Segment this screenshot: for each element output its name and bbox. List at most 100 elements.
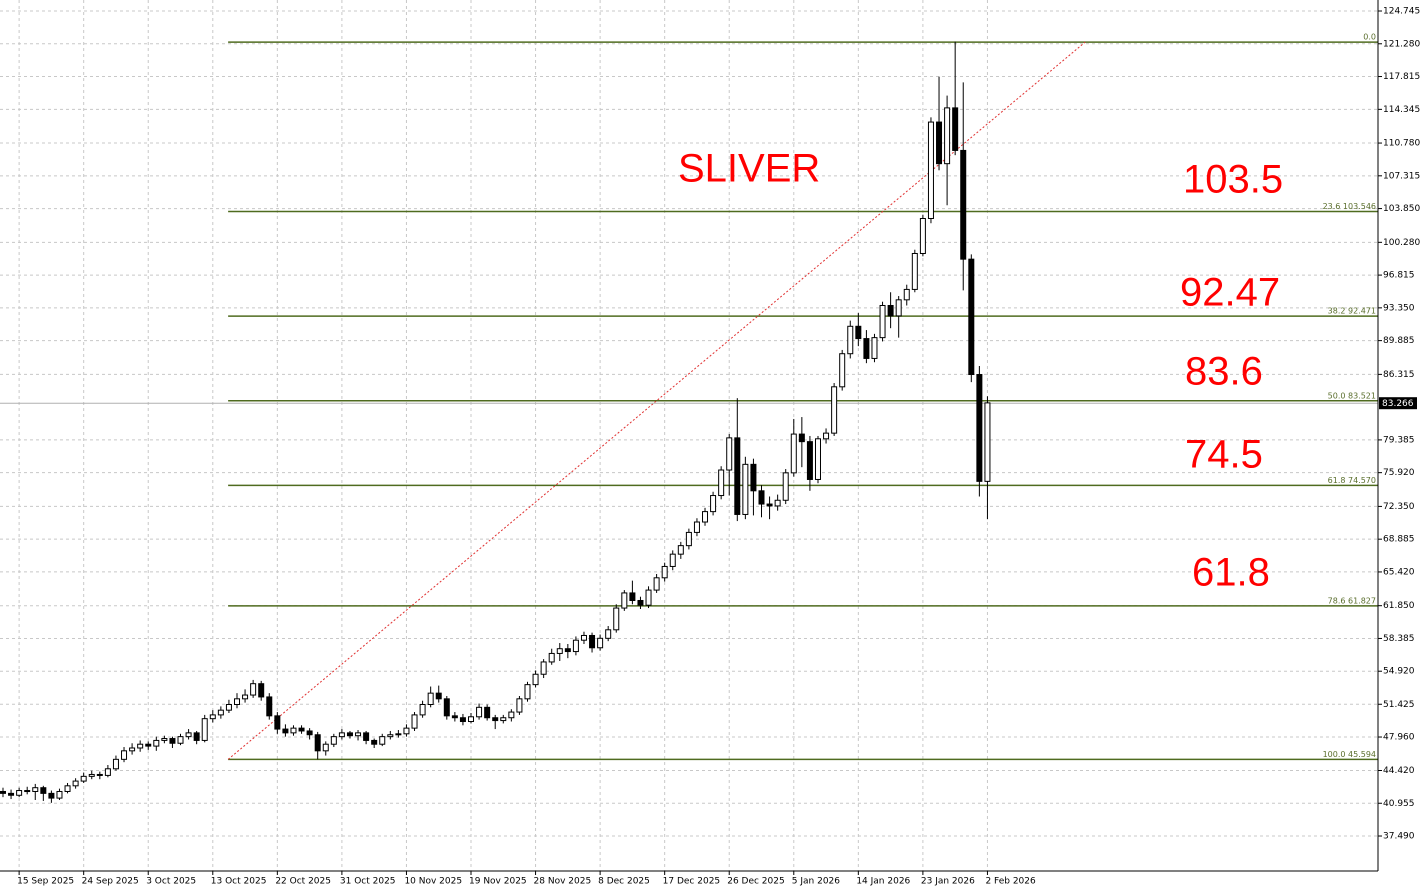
candle-body [944,107,951,165]
candle-body [927,121,934,220]
y-tick-label: 51.425 [1383,700,1415,710]
candle-body [911,252,918,290]
candle-body [379,736,386,745]
y-tick-label: 44.420 [1383,766,1415,776]
candle-body [572,639,579,653]
x-tick-label: 13 Oct 2025 [211,877,267,887]
candle-body [556,648,563,654]
candle-body [790,433,797,474]
y-tick-label: 100.280 [1383,238,1420,248]
y-tick-label: 68.885 [1383,535,1415,545]
candle-body [613,607,620,631]
candle-body [798,433,805,443]
x-tick-label: 10 Nov 2025 [404,877,462,887]
annotation: 103.5 [1183,158,1283,202]
candle-body [48,792,55,799]
y-tick-label: 61.850 [1383,601,1415,611]
fib-label: 78.6 61.827 [1328,596,1376,605]
candle-body [371,739,378,745]
candle-body [605,629,612,639]
candle-body [564,648,571,653]
candle-body [258,683,265,698]
y-tick-label: 96.815 [1383,271,1415,281]
candle-body [621,592,628,609]
candle-body [855,325,862,340]
candles [0,41,991,803]
candle-body [129,747,136,752]
candle-body [64,785,71,792]
candle-body [72,780,79,787]
candle-body [548,652,555,663]
candle-body [290,727,297,734]
candle-body [879,304,886,339]
candle-body [242,694,249,700]
candle-body [435,692,442,700]
candle-body [395,733,402,736]
y-tick-label: 65.420 [1383,567,1415,577]
candle-body [24,790,31,793]
x-tick-label: 17 Dec 2025 [663,877,721,887]
candle-body [742,463,749,515]
candle-body [887,304,894,317]
candle-body [161,738,168,741]
candle-body [629,592,636,601]
fib-label: 100.0 45.594 [1323,750,1376,759]
candle-body [750,463,757,492]
candle-body [355,732,362,737]
y-tick-label: 79.385 [1383,435,1415,445]
y-tick-label: 72.350 [1383,502,1415,512]
annotation: 92.47 [1180,271,1280,315]
candle-body [984,402,991,482]
candle-body [16,790,23,796]
y-tick-label: 117.815 [1383,72,1420,82]
y-tick-label: 86.315 [1383,370,1415,380]
candle-body [0,790,6,794]
candle-body [508,711,515,719]
candle-body [322,743,329,752]
grid [0,0,1378,871]
candle-body [653,577,660,591]
fib-label: 50.0 83.521 [1328,391,1376,400]
candle-body [225,703,232,711]
candle-body [589,634,596,649]
candle-body [863,338,870,359]
y-tick-label: 37.490 [1383,832,1415,842]
candle-body [338,732,345,738]
y-tick-label: 124.745 [1383,7,1420,17]
candle-body [919,218,926,254]
candle-body [976,374,983,482]
candle-body [782,472,789,501]
candle-body [702,511,709,523]
candle-body [104,768,111,776]
candle-body [8,792,15,796]
candle-body [540,661,547,675]
x-tick-label: 31 Oct 2025 [340,877,396,887]
candle-body [847,325,854,355]
candle-body [427,692,434,705]
annotations: 103.5 92.47 83.6 74.5 61.8 [1180,158,1283,595]
y-tick-label: 114.345 [1383,105,1420,115]
candle-body [80,775,87,782]
chart-title: SLIVER [678,147,820,191]
candle-body [330,736,337,745]
y-tick-label: 40.955 [1383,799,1415,809]
candle-body [814,438,821,480]
candle-body [153,739,160,747]
x-tick-label: 15 Sep 2025 [17,877,74,887]
annotation: 74.5 [1185,433,1263,477]
candle-body [250,683,257,696]
candle-body [734,437,741,515]
x-tick-label: 3 Oct 2025 [146,877,196,887]
candle-body [693,521,700,533]
candle-body [500,717,507,722]
fibonacci: 0.0 23.6 103.546 38.2 92.471 50.0 83.521 61.… [0,33,1378,761]
fib-label: 0.0 [1363,33,1376,42]
candle-body [685,531,692,547]
y-tick-label: 110.780 [1383,139,1420,149]
candle-body [774,499,781,507]
candle-body [56,790,63,799]
current-price-box [1379,397,1417,410]
y-tick-label: 89.885 [1383,336,1415,346]
